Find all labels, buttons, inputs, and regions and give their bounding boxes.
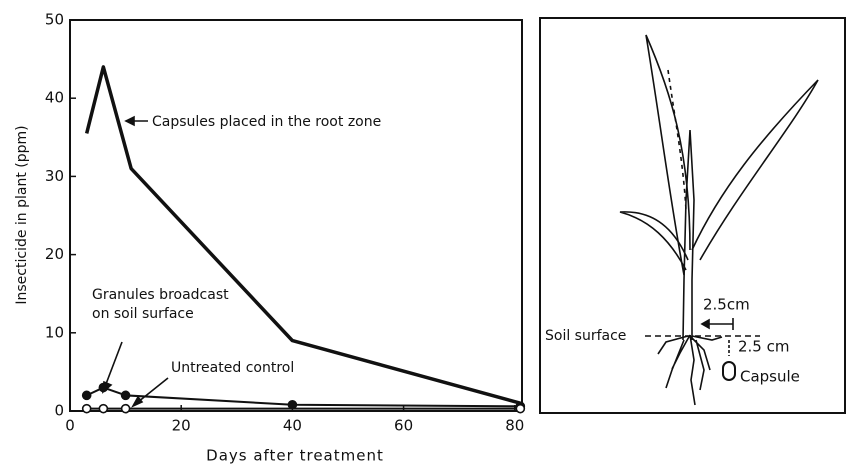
annotation: Untreated control [171,360,294,376]
point [287,399,298,410]
dimension-arrows [700,318,734,356]
diagram-label: 2.5 cm [738,338,789,356]
capsule-icon [722,361,736,381]
annotation: Capsules placed in the root zone [152,114,381,130]
diagram-frame [539,17,846,414]
y-tick-label: 10 [45,323,64,341]
x-tick-label: 40 [283,417,302,435]
diagram-label: 2.5cm [703,296,750,314]
x-tick-label: 60 [394,417,413,435]
diagram-label: Soil surface [545,328,626,344]
diagram-label: Capsule [740,368,800,386]
x-tick-label: 80 [505,417,524,435]
point [81,390,92,401]
annotation: Granules broadcast on soil surface [92,287,229,322]
y-tick-label: 30 [45,167,64,185]
point [98,382,109,393]
y-axis-label: Insecticide in plant (ppm) [14,125,30,304]
x-axis-label: Days after treatment [206,447,384,465]
plot-frame [69,19,523,412]
y-tick-label: 20 [45,245,64,263]
point [98,403,109,414]
annotation-arrows [102,115,169,408]
y-tick-label: 40 [45,89,64,107]
series-line [84,65,521,405]
point [81,403,92,414]
annotation-box: Granules broadcast on soil surface [92,287,229,322]
x-tick-label: 20 [172,417,191,435]
y-tick-label: 0 [54,402,64,420]
plant [619,34,819,406]
x-tick-label: 0 [65,417,75,435]
point [515,403,526,414]
point [120,390,131,401]
point [120,403,131,414]
y-tick-label: 50 [45,11,64,29]
